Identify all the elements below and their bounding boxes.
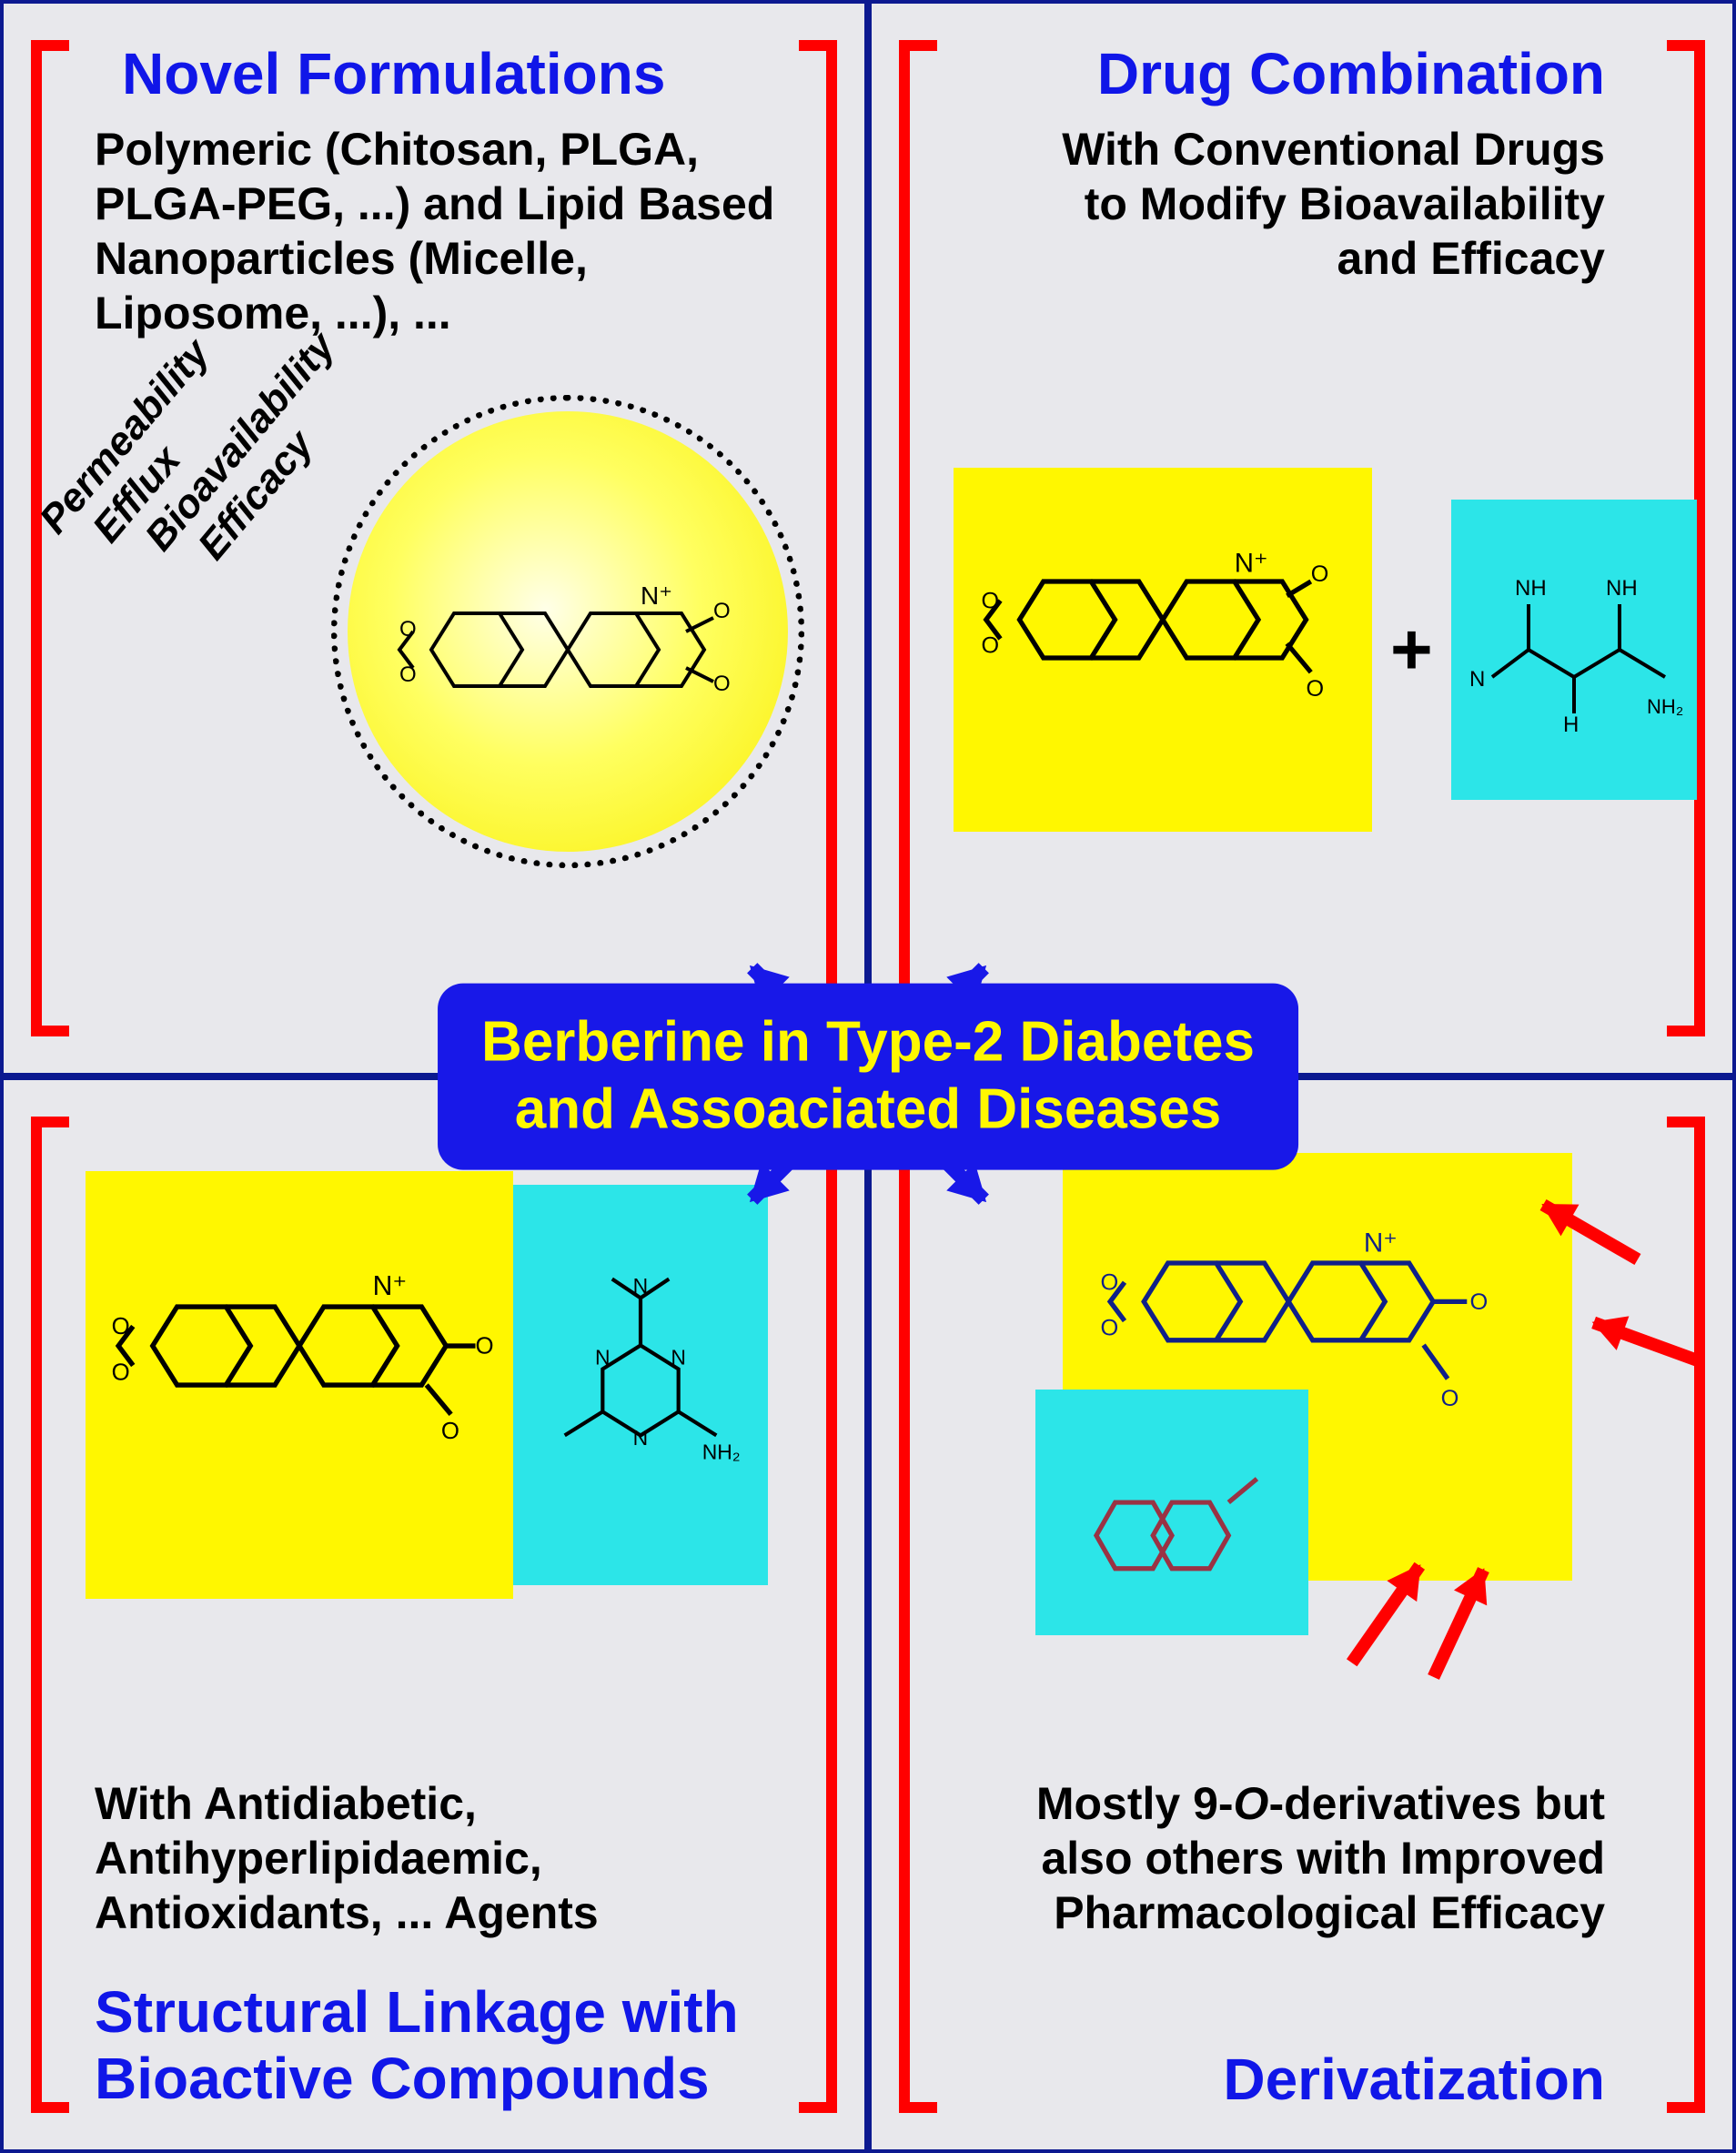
svg-text:N⁺: N⁺ — [373, 1271, 408, 1301]
center-line1: Berberine in Type-2 Diabetes — [481, 1011, 1255, 1074]
q1-title: Novel Formulations — [122, 40, 665, 107]
svg-text:NH₂: NH₂ — [702, 1440, 741, 1463]
svg-text:O: O — [476, 1334, 494, 1360]
svg-text:N: N — [595, 1345, 611, 1369]
quadrant-drug-combination: Drug Combination With Conventional Drugs… — [868, 0, 1736, 1076]
berberine-molecule-icon: N⁺ O O O O — [972, 486, 1354, 753]
svg-text:NH: NH — [1606, 576, 1638, 601]
svg-text:NH: NH — [1515, 576, 1547, 601]
triazine-molecule-icon: N N N N NH₂ — [527, 1198, 754, 1540]
svg-text:O: O — [112, 1314, 130, 1339]
svg-text:O: O — [982, 633, 1000, 659]
svg-text:O: O — [1311, 561, 1329, 587]
bracket-right — [1660, 1117, 1705, 2113]
svg-text:N: N — [1469, 667, 1485, 692]
svg-text:O: O — [982, 588, 1000, 613]
svg-text:H: H — [1563, 713, 1579, 737]
bracket-left — [31, 1117, 76, 2113]
svg-text:N: N — [633, 1274, 649, 1298]
q4-body: Mostly 9-O-derivatives but also others w… — [968, 1776, 1605, 1940]
berberine-box: N⁺ O O O O — [954, 468, 1372, 832]
svg-text:O: O — [1441, 1386, 1459, 1411]
svg-text:N⁺: N⁺ — [1364, 1228, 1398, 1258]
berberine-molecule-icon: N⁺ O O O O — [104, 1189, 495, 1541]
modification-arrow-icon — [1428, 1567, 1489, 1680]
bracket-left — [899, 40, 944, 1036]
berberine-linker-box: N⁺ O O O O — [86, 1171, 513, 1599]
center-title-badge: Berberine in Type-2 Diabetes and Assoaci… — [438, 984, 1298, 1170]
q4-body-ital: O — [1234, 1778, 1269, 1829]
q3-title: Structural Linkage with Bioactive Compou… — [95, 1979, 739, 2113]
biphenyl-molecule-icon — [1049, 1403, 1295, 1611]
svg-text:N⁺: N⁺ — [641, 581, 672, 610]
plus-icon: + — [1390, 608, 1433, 692]
q3-body: With Antidiabetic, Antihyperlipidaemic, … — [95, 1776, 713, 1940]
q4-body-pre: Mostly 9- — [1036, 1778, 1234, 1829]
derivatization-graphic: N⁺ O O O O — [1008, 1153, 1605, 1663]
svg-text:N: N — [633, 1426, 649, 1450]
nanoparticle-icon: N⁺ O O O O — [331, 395, 804, 868]
substituent-box — [1035, 1390, 1308, 1635]
svg-text:O: O — [1469, 1289, 1488, 1315]
svg-text:O: O — [399, 617, 417, 642]
svg-text:O: O — [1307, 676, 1325, 702]
berberine-molecule-icon: N⁺ O O O O — [386, 513, 750, 768]
svg-text:O: O — [1100, 1315, 1118, 1340]
q3-title-l2: Bioactive Compounds — [95, 2046, 710, 2111]
bracket-right — [792, 1117, 837, 2113]
svg-text:N⁺: N⁺ — [1235, 549, 1268, 579]
conventional-drug-box: N H NH NH NH₂ — [1451, 500, 1697, 800]
svg-text:N: N — [671, 1345, 686, 1369]
svg-text:NH₂: NH₂ — [1647, 695, 1683, 718]
bracket-left — [899, 1117, 944, 2113]
bioactive-compound-box: N N N N NH₂ — [513, 1185, 768, 1585]
q2-title: Drug Combination — [1097, 40, 1605, 107]
svg-text:O: O — [713, 672, 731, 696]
svg-text:O: O — [441, 1419, 459, 1444]
center-line2: and Assoaciated Diseases — [515, 1078, 1222, 1141]
q2-body: With Conventional Drugs to Modify Bioava… — [1041, 122, 1605, 286]
linkage-graphic: N⁺ O O O O N N N — [86, 1171, 764, 1644]
metformin-molecule-icon: N H NH NH NH₂ — [1465, 513, 1683, 750]
drug-combo-graphic: N⁺ O O O O + N H NH — [954, 459, 1650, 841]
q3-title-l1: Structural Linkage with — [95, 1979, 739, 2045]
svg-text:O: O — [713, 599, 731, 623]
svg-text:O: O — [112, 1360, 130, 1386]
svg-text:O: O — [399, 662, 417, 687]
q1-body: Polymeric (Chitosan, PLGA, PLGA-PEG, ...… — [95, 122, 786, 340]
quadrant-derivatization: Derivatization Mostly 9-O-derivatives bu… — [868, 1076, 1736, 2153]
q4-title: Derivatization — [1223, 2046, 1605, 2113]
quadrant-structural-linkage: Structural Linkage with Bioactive Compou… — [0, 1076, 868, 2153]
svg-text:O: O — [1100, 1270, 1118, 1296]
quadrant-novel-formulations: Novel Formulations Polymeric (Chitosan, … — [0, 0, 868, 1076]
